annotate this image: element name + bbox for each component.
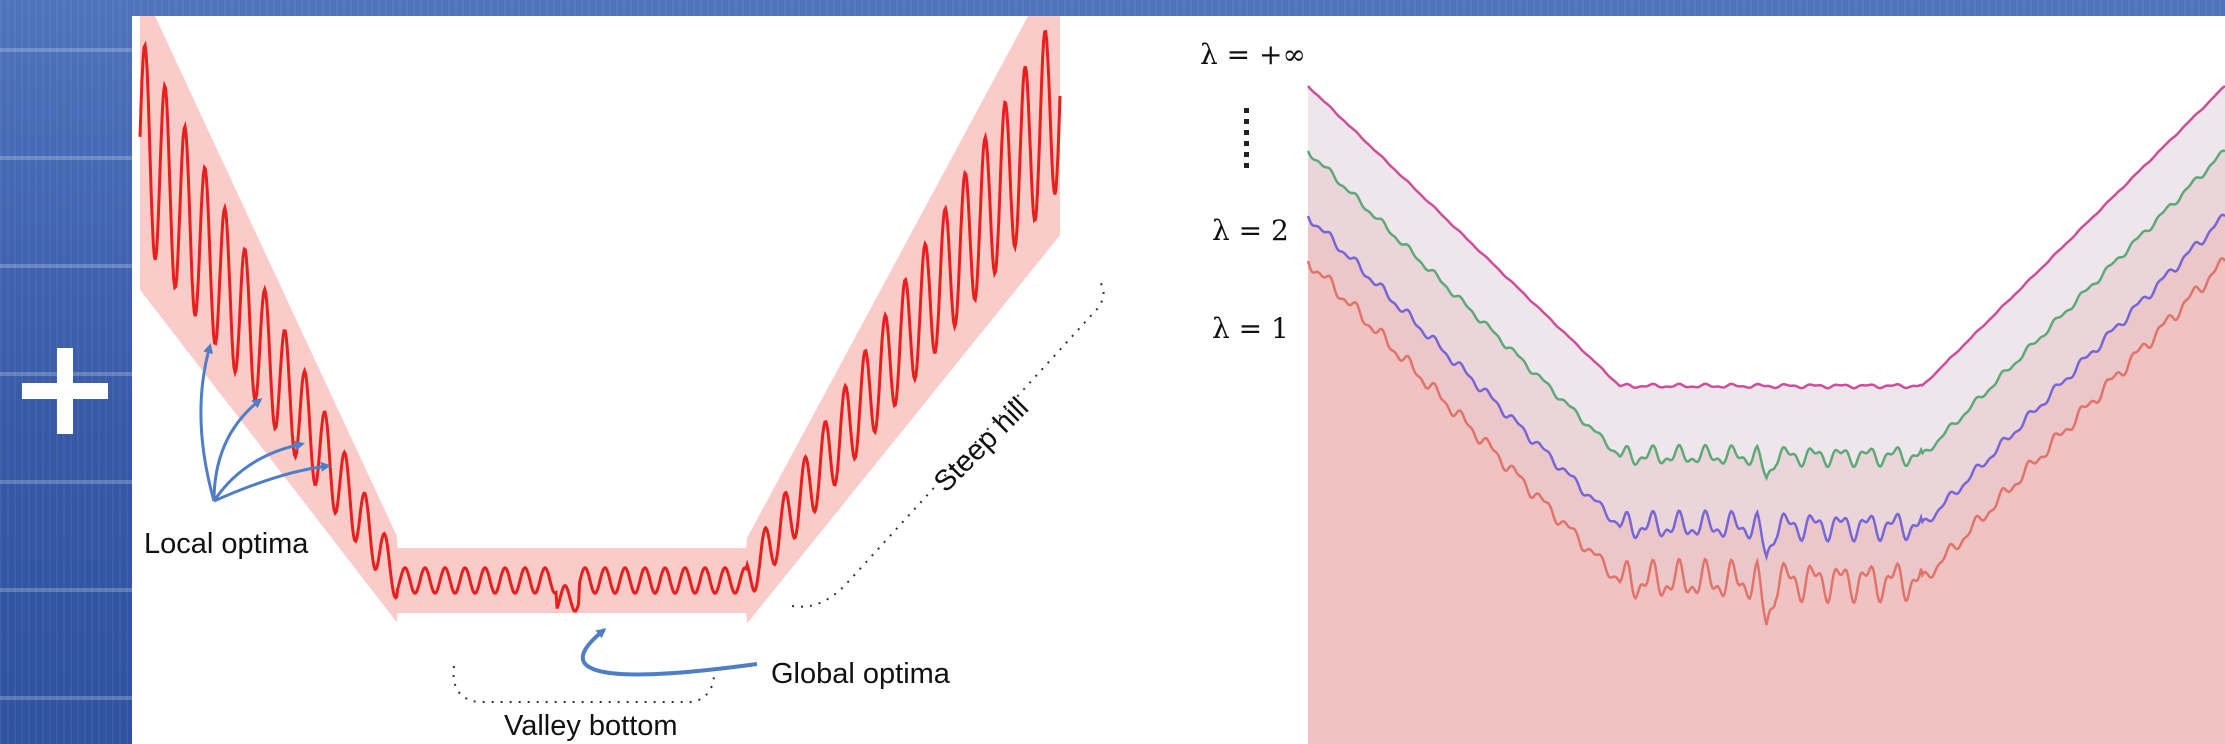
steep-hill-bracket: [791, 281, 1105, 608]
diagram-canvas: [138, 16, 2225, 744]
left-landscape: [138, 16, 1105, 703]
lambda-1-label: λ = 1: [1212, 312, 1289, 345]
curve-lambda-infinity: [1307, 85, 2225, 390]
plus-icon: [22, 348, 108, 434]
lambda-infinity-label: λ = +∞: [1200, 38, 1306, 71]
lambda-2-label: λ = 2: [1212, 214, 1289, 247]
lambda-dots: [1244, 108, 1249, 168]
local-optima-label: Local optima: [144, 528, 309, 560]
curve-lambda-2: [1306, 149, 2225, 482]
global-optima-label: Global optima: [771, 658, 950, 690]
global-optima-arrow: [580, 628, 758, 677]
curve-extra: [1306, 256, 2225, 626]
right-landscape: [1244, 85, 2225, 744]
noise-band: [140, 16, 1060, 624]
local-optima-arrows: [199, 343, 331, 503]
diagram-panel: Local optima Global optima Valley bottom…: [132, 16, 2225, 744]
curve-extra-fill: [1308, 258, 2225, 744]
valley-bottom-label: Valley bottom: [504, 710, 678, 742]
curve-lambda-1: [1306, 213, 2225, 562]
